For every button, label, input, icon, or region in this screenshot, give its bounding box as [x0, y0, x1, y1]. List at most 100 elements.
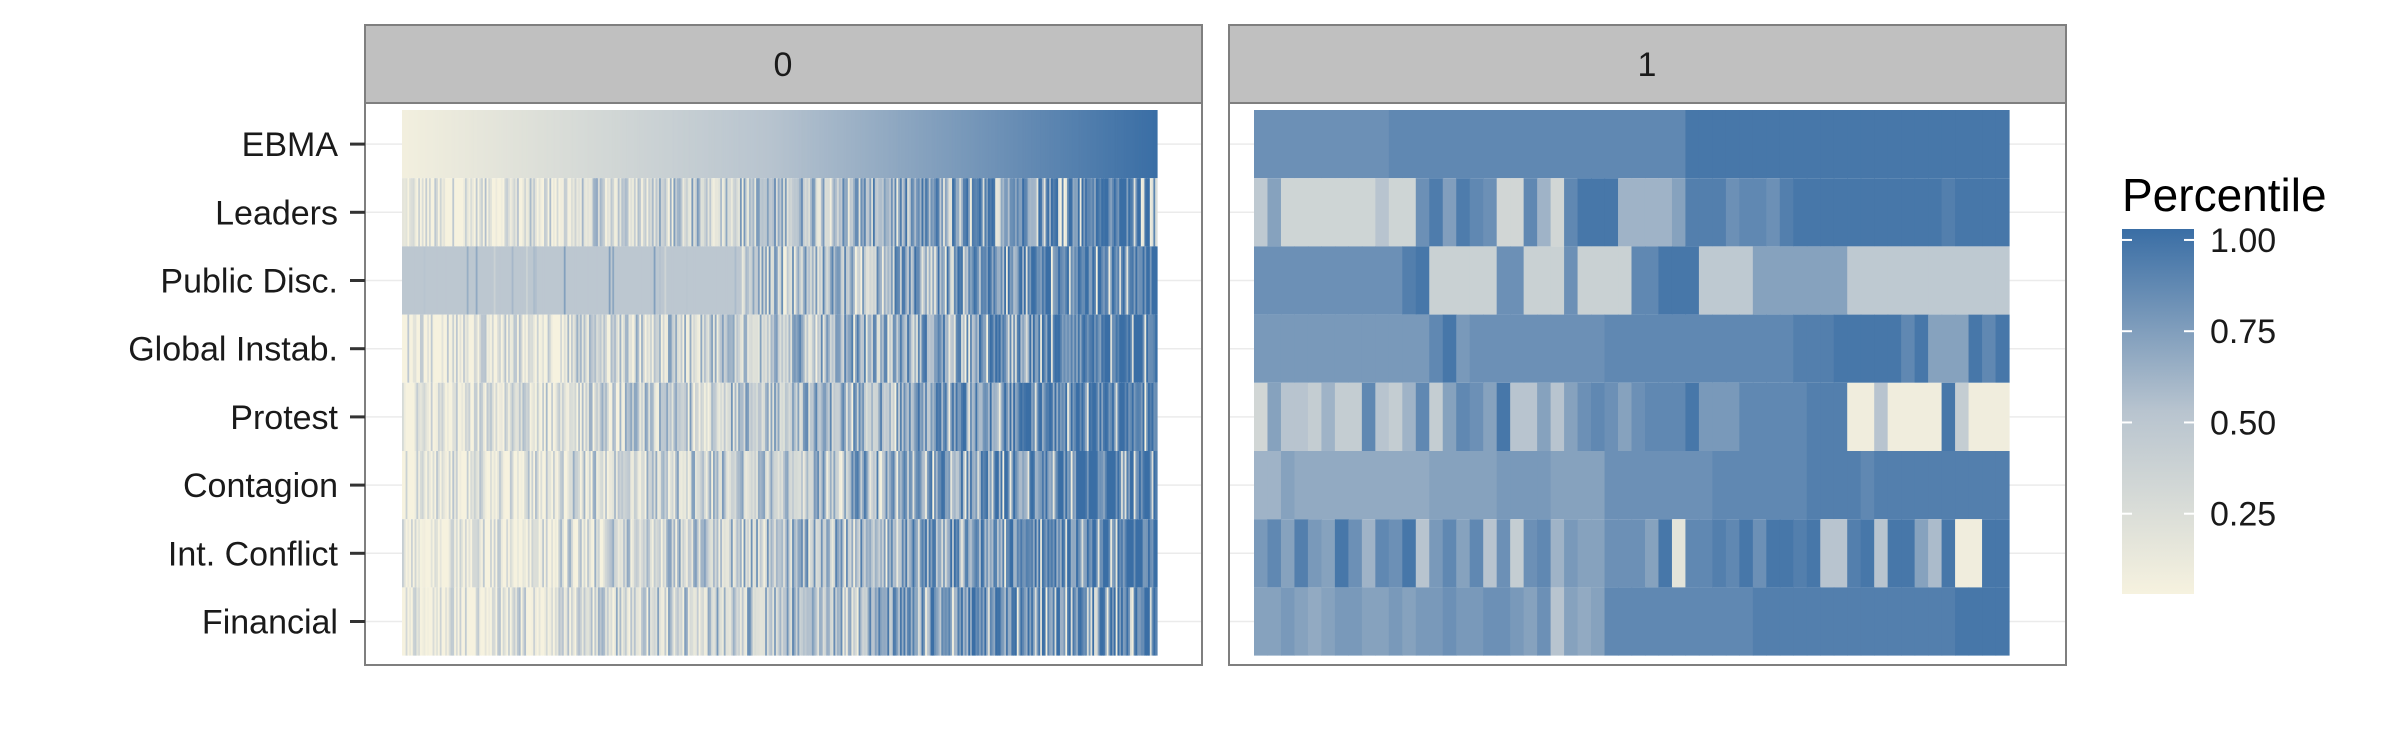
heatmap-cell [468, 451, 471, 520]
heatmap-cell [1402, 314, 1417, 383]
heatmap-cell [1644, 587, 1660, 656]
heatmap-cell [578, 587, 581, 656]
heatmap-cell [964, 382, 968, 451]
heatmap-cell [457, 178, 461, 247]
heatmap-cell [1065, 110, 1068, 179]
heatmap-cell [856, 382, 860, 451]
heatmap-cell [1050, 178, 1054, 247]
heatmap-cell [1140, 110, 1144, 179]
heatmap-cell [986, 382, 989, 451]
heatmap-cell [425, 519, 428, 588]
heatmap-cell [1061, 178, 1065, 247]
heatmap-cell [914, 178, 917, 247]
heatmap-cell [747, 519, 750, 588]
heatmap-cell [1090, 519, 1093, 588]
heatmap-cell [535, 587, 538, 656]
heatmap-cell [1146, 519, 1149, 588]
heatmap-cell [1698, 246, 1713, 315]
heatmap-cell [594, 178, 597, 247]
heatmap-cell [775, 382, 779, 451]
heatmap-cell [630, 451, 633, 520]
heatmap-cell [867, 382, 870, 451]
heatmap-cell [612, 519, 615, 588]
heatmap-cell [1124, 519, 1128, 588]
heatmap-cell [937, 382, 941, 451]
heatmap-cell [410, 519, 414, 588]
heatmap-cell [603, 178, 606, 247]
heatmap-cell [581, 178, 585, 247]
heatmap-cell [858, 451, 861, 520]
heatmap-cell [590, 178, 594, 247]
heatmap-cell [1045, 451, 1048, 520]
heatmap-cell [599, 451, 603, 520]
heatmap-cell [671, 314, 675, 383]
heatmap-cell [743, 110, 746, 179]
heatmap-cell [826, 178, 829, 247]
heatmap-cell [606, 178, 610, 247]
heatmap-cell [916, 314, 919, 383]
heatmap-cell [1135, 110, 1138, 179]
heatmap-cell [1059, 519, 1063, 588]
heatmap-cell [572, 110, 576, 179]
heatmap-cell [934, 519, 937, 588]
heatmap-cell [844, 110, 847, 179]
heatmap-cell [1280, 382, 1296, 451]
heatmap-cell [871, 451, 874, 520]
heatmap-cell [482, 382, 486, 451]
heatmap-cell [806, 519, 809, 588]
heatmap-cell [650, 382, 653, 451]
heatmap-cell [1016, 519, 1020, 588]
heatmap-cell [1887, 314, 1902, 383]
heatmap-cell [748, 110, 752, 179]
heatmap-cell [554, 178, 558, 247]
heatmap-cell [912, 587, 915, 656]
heatmap-cell [711, 314, 714, 383]
heatmap-cell [837, 314, 840, 383]
heatmap-cell [547, 587, 551, 656]
heatmap-cell [907, 519, 910, 588]
heatmap-cell [808, 178, 811, 247]
heatmap-cell [443, 178, 446, 247]
heatmap-cell [831, 519, 835, 588]
heatmap-cell [1059, 110, 1063, 179]
heatmap-cell [603, 451, 606, 520]
heatmap-cell [1537, 382, 1552, 451]
heatmap-cell [890, 451, 894, 520]
heatmap-cell [547, 110, 551, 179]
heatmap-cell [1442, 178, 1457, 247]
heatmap-cell [513, 246, 516, 315]
heatmap-cell [736, 110, 739, 179]
heatmap-cell [885, 178, 888, 247]
heatmap-cell [1144, 246, 1147, 315]
heatmap-cell [461, 314, 464, 383]
heatmap-cell [423, 314, 426, 383]
heatmap-cell [721, 314, 725, 383]
heatmap-cell [630, 382, 633, 451]
heatmap-cell [470, 110, 473, 179]
heatmap-cell [872, 519, 876, 588]
heatmap-cell [1115, 519, 1119, 588]
heatmap-cell [1022, 451, 1025, 520]
heatmap-cell [1077, 519, 1081, 588]
heatmap-cell [655, 382, 658, 451]
heatmap-cell [1108, 519, 1111, 588]
heatmap-cell [716, 178, 719, 247]
heatmap-cell [610, 451, 613, 520]
heatmap-cell [838, 382, 842, 451]
heatmap-cell [756, 246, 759, 315]
heatmap-cell [1016, 451, 1020, 520]
heatmap-cell [486, 178, 489, 247]
heatmap-cell [1122, 110, 1126, 179]
heatmap-cell [691, 314, 694, 383]
heatmap-cell [1034, 519, 1038, 588]
heatmap-cell [1456, 451, 1471, 520]
heatmap-cell [1149, 110, 1153, 179]
heatmap-cell [1068, 451, 1072, 520]
heatmap-cell [786, 587, 790, 656]
heatmap-cell [402, 314, 405, 383]
heatmap-cell [750, 382, 754, 451]
heatmap-cell [497, 382, 500, 451]
heatmap-cell [957, 382, 960, 451]
heatmap-cell [1090, 587, 1093, 656]
heatmap-cell [428, 178, 432, 247]
